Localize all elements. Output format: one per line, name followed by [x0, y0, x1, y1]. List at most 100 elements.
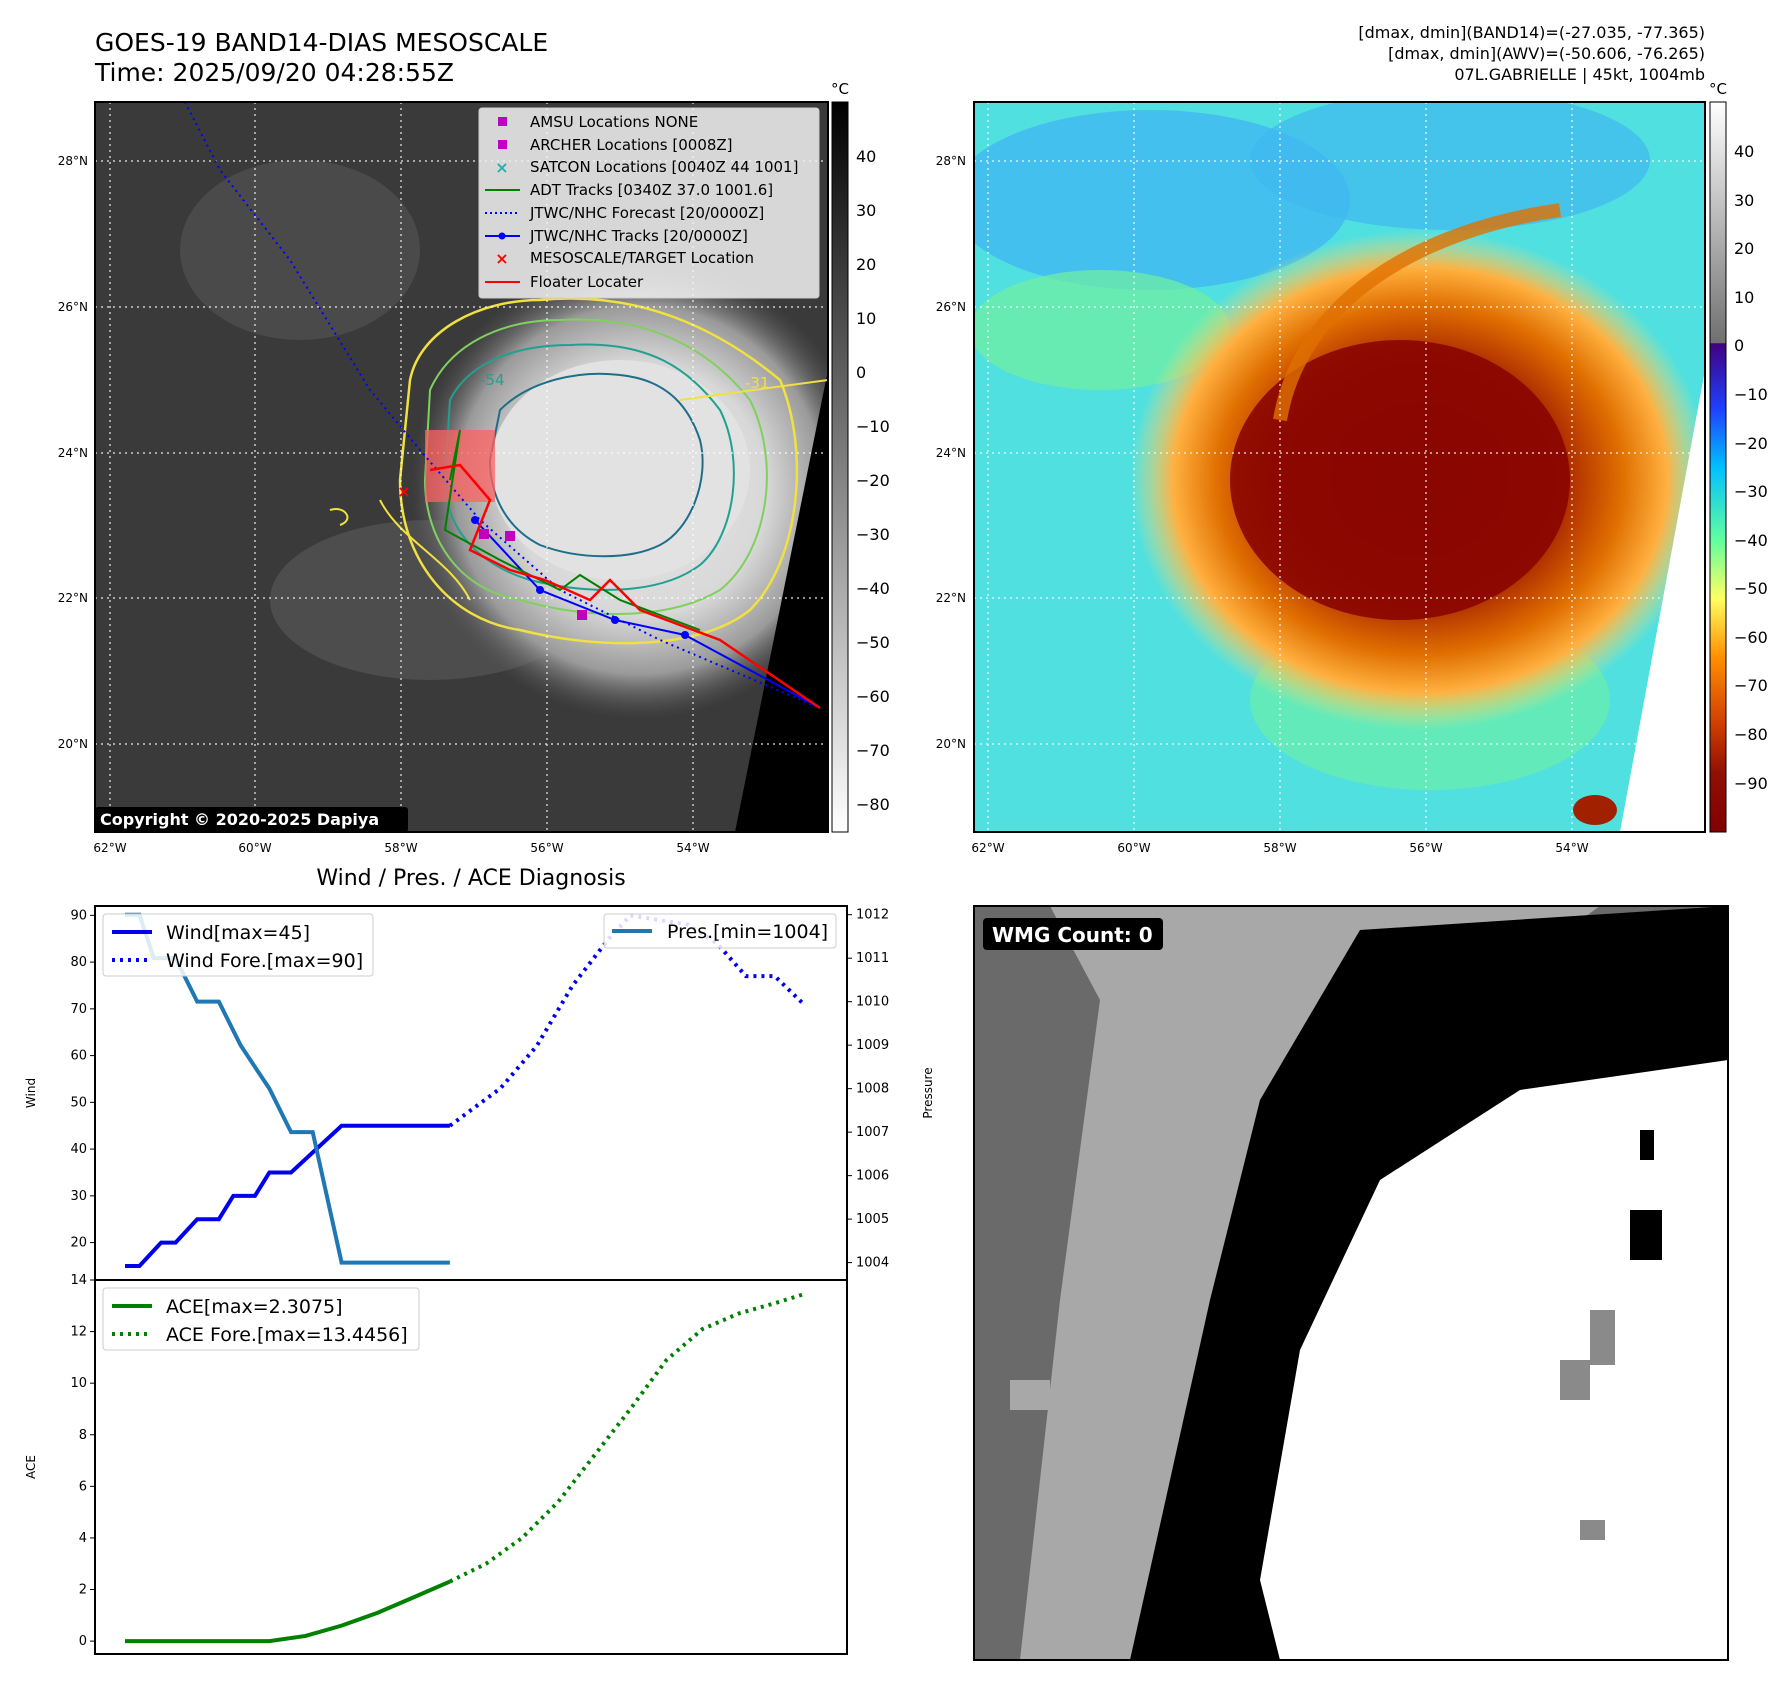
- ir-lon-58: 58°W: [384, 841, 417, 855]
- legend-pres: Pres.[min=1004]: [667, 921, 828, 943]
- ir-lon-54: 54°W: [676, 841, 709, 855]
- awv-lon-62: 62°W: [971, 841, 1004, 855]
- ir-colorbar-unit: °C: [831, 80, 849, 98]
- awv-cbar-tick: 20: [1734, 239, 1754, 258]
- pres-ytick-label: 1011: [856, 951, 889, 966]
- pres-ytick-label: 1006: [856, 1169, 889, 1184]
- legend-floater: Floater Locater: [530, 273, 644, 291]
- ir-cbar-tick: −20: [856, 471, 890, 490]
- ir-cbar-tick: 10: [856, 309, 876, 328]
- ir-cbar-tick: 0: [856, 363, 866, 382]
- awv-colorbar-unit: °C: [1709, 80, 1727, 98]
- awv-cbar-tick: −10: [1734, 385, 1768, 404]
- copyright: Copyright © 2020-2025 Dapiya: [100, 810, 379, 829]
- awv-lon-54: 54°W: [1555, 841, 1588, 855]
- legend-wind-fore: Wind Fore.[max=90]: [166, 950, 363, 972]
- awv-lat-20: 20°N: [936, 737, 966, 751]
- wind-ytick-label: 80: [70, 955, 87, 970]
- pres-ytick-label: 1009: [856, 1038, 889, 1053]
- ir-legend: AMSU Locations NONE ARCHER Locations [00…: [478, 107, 820, 299]
- amsu-marker-icon: [498, 117, 507, 126]
- ace-ytick-label: 2: [79, 1583, 87, 1598]
- title-line1: GOES-19 BAND14-DIAS MESOSCALE: [95, 28, 548, 57]
- archer-marker-icon: [498, 140, 507, 149]
- stats-line2: [dmax, dmin](AWV)=(-50.606, -76.265): [1388, 44, 1705, 63]
- ir-cbar-tick: −50: [856, 633, 890, 652]
- pres-ytick-label: 1004: [856, 1256, 889, 1271]
- pres-ytick-label: 1008: [856, 1082, 889, 1097]
- ir-cbar-tick: −10: [856, 417, 890, 436]
- pres-ytick-label: 1010: [856, 995, 889, 1010]
- satcon-marker-icon: ×: [495, 158, 508, 177]
- awv-cbar-tick: −80: [1734, 725, 1768, 744]
- legend-archer: ARCHER Locations [0008Z]: [530, 136, 733, 154]
- legend-target: MESOSCALE/TARGET Location: [530, 249, 754, 267]
- legend-jtwc: JTWC/NHC Tracks [20/0000Z]: [529, 227, 748, 245]
- ir-lat-28: 28°N: [58, 154, 88, 168]
- awv-cbar-tick: −50: [1734, 579, 1768, 598]
- wind-axis-label: Wind: [24, 1078, 38, 1108]
- ace-ytick-label: 4: [79, 1531, 87, 1546]
- ir-lon-56: 56°W: [530, 841, 563, 855]
- wmg-count: WMG Count: 0: [992, 923, 1153, 947]
- contour-label-31: -31: [745, 374, 770, 392]
- legend-ace-fore: ACE Fore.[max=13.4456]: [166, 1324, 408, 1346]
- legend-satcon: SATCON Locations [0040Z 44 1001]: [530, 158, 798, 176]
- wind-ytick-label: 50: [70, 1095, 87, 1110]
- awv-lat-28: 28°N: [936, 154, 966, 168]
- stats-line1: [dmax, dmin](BAND14)=(-27.035, -77.365): [1358, 23, 1705, 42]
- wind-pres-chart: Wind / Pres. / ACE Diagnosis Wind Pressu…: [24, 866, 935, 1281]
- ace-chart: ACE 14 12 10 8 6 4 2 0 ACE[max=2.3075] ACE Fore…: [24, 1273, 848, 1655]
- awv-cbar-tick: 30: [1734, 191, 1754, 210]
- awv-cbar-tick: 10: [1734, 288, 1754, 307]
- series-ace: [125, 1579, 451, 1644]
- awv-cbar-tick: −30: [1734, 482, 1768, 501]
- legend-ace: ACE[max=2.3075]: [166, 1296, 343, 1318]
- legend-amsu: AMSU Locations NONE: [530, 113, 698, 131]
- awv-cbar-tick: −20: [1734, 434, 1768, 453]
- wind-ytick-label: 40: [70, 1142, 87, 1157]
- awv-map-panel: 28°N 26°N 24°N 22°N 20°N 62°W 60°W 58°W …: [936, 80, 1768, 855]
- contour-label-54: -54: [480, 371, 505, 389]
- ir-cbar-tick: −70: [856, 741, 890, 760]
- wmg-panel: WMG Count: 0: [973, 905, 1729, 1661]
- ir-cbar-tick: −80: [856, 795, 890, 814]
- ace-ytick-label: 6: [79, 1479, 87, 1494]
- pres-ytick-label: 1005: [856, 1212, 889, 1227]
- svg-text:×: ×: [397, 482, 410, 501]
- ace-ytick-label: 14: [70, 1273, 87, 1288]
- ir-lat-26: 26°N: [58, 300, 88, 314]
- ir-lat-24: 24°N: [58, 446, 88, 460]
- title-line2: Time: 2025/09/20 04:28:55Z: [94, 58, 454, 87]
- series-wind: [125, 1123, 450, 1268]
- awv-lon-58: 58°W: [1263, 841, 1296, 855]
- ir-lon-62: 62°W: [93, 841, 126, 855]
- awv-lat-24: 24°N: [936, 446, 966, 460]
- stats-line3: 07L.GABRIELLE | 45kt, 1004mb: [1454, 65, 1705, 84]
- awv-lon-60: 60°W: [1117, 841, 1150, 855]
- ir-lat-20: 20°N: [58, 737, 88, 751]
- awv-lat-22: 22°N: [936, 591, 966, 605]
- ace-ytick-label: 0: [79, 1634, 87, 1649]
- legend-wind: Wind[max=45]: [166, 922, 310, 944]
- awv-cbar-tick: 40: [1734, 142, 1754, 161]
- ace-axis-label: ACE: [24, 1455, 38, 1479]
- awv-cbar-tick: −70: [1734, 676, 1768, 695]
- ir-lon-60: 60°W: [238, 841, 271, 855]
- ace-ytick-label: 10: [70, 1376, 87, 1391]
- wind-ytick-label: 30: [70, 1189, 87, 1204]
- ir-cbar-tick: 30: [856, 201, 876, 220]
- wind-ytick-label: 70: [70, 1002, 87, 1017]
- legend-forecast: JTWC/NHC Forecast [20/0000Z]: [529, 204, 764, 222]
- ir-cbar-tick: −30: [856, 525, 890, 544]
- wind-ytick-label: 20: [70, 1236, 87, 1251]
- awv-cbar-tick: −40: [1734, 531, 1768, 550]
- pres-ytick-label: 1007: [856, 1125, 889, 1140]
- ir-cbar-tick: 20: [856, 255, 876, 274]
- ir-cbar-tick: −60: [856, 687, 890, 706]
- pressure-axis-label: Pressure: [921, 1067, 935, 1118]
- chart-title: Wind / Pres. / ACE Diagnosis: [316, 866, 625, 891]
- target-marker-icon: ×: [495, 249, 508, 268]
- ir-map-panel: × -54 -31 AMSU Locations NONE ARCHER Loc…: [58, 80, 890, 855]
